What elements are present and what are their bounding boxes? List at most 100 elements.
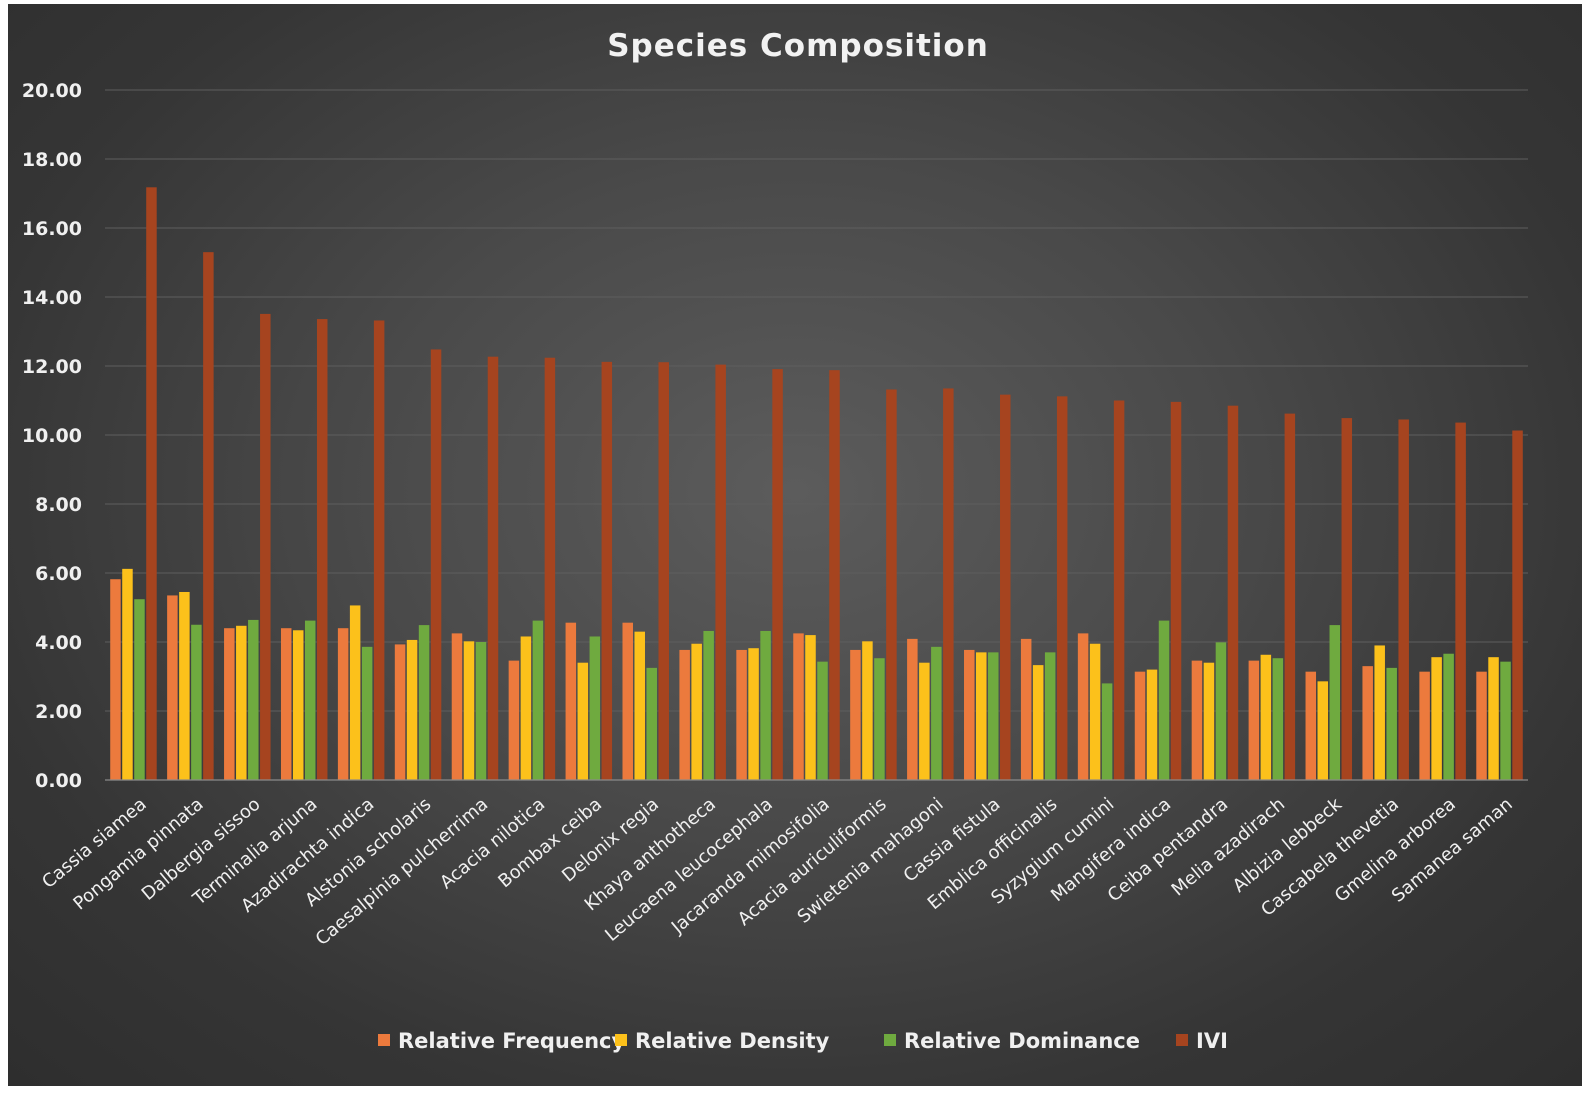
bar-ivi bbox=[373, 320, 385, 780]
bar-relative-density bbox=[976, 652, 987, 780]
bar-relative-dominance bbox=[1329, 625, 1341, 780]
bar-relative-density bbox=[122, 568, 133, 780]
bar-relative-density bbox=[1260, 654, 1272, 780]
bar-relative-frequency bbox=[280, 628, 292, 780]
bar-relative-dominance bbox=[931, 646, 942, 780]
bar-ivi bbox=[1227, 405, 1239, 780]
bar-relative-dominance bbox=[1215, 642, 1227, 780]
y-tick-label: 2.00 bbox=[35, 701, 82, 723]
bar-relative-frequency bbox=[679, 649, 690, 780]
y-tick-label: 20.00 bbox=[22, 80, 82, 102]
bar-ivi bbox=[146, 187, 157, 781]
y-tick-label: 4.00 bbox=[35, 632, 82, 654]
bar-relative-density bbox=[919, 662, 930, 780]
bar-relative-density bbox=[1317, 681, 1329, 780]
bar-ivi bbox=[943, 388, 954, 780]
bar-ivi bbox=[1512, 430, 1523, 780]
bar-relative-frequency bbox=[1077, 633, 1089, 781]
bar-relative-frequency bbox=[1419, 671, 1430, 780]
legend: Relative Frequency Relative Density Relati… bbox=[378, 1029, 1228, 1053]
bar-ivi bbox=[601, 361, 613, 780]
legend-label: Relative Dominance bbox=[904, 1029, 1140, 1053]
legend-swatch bbox=[884, 1034, 896, 1046]
bar-relative-dominance bbox=[589, 636, 601, 780]
bar-relative-density bbox=[634, 631, 645, 780]
bar-ivi bbox=[203, 252, 214, 780]
bar-relative-density bbox=[179, 591, 190, 780]
bar-relative-frequency bbox=[394, 644, 406, 780]
bar-relative-frequency bbox=[1191, 660, 1203, 780]
bar-relative-frequency bbox=[1362, 666, 1373, 780]
bar-relative-frequency bbox=[451, 633, 463, 781]
bar-relative-density bbox=[292, 630, 304, 780]
bar-ivi bbox=[1113, 400, 1125, 780]
bar-ivi bbox=[886, 389, 897, 780]
bar-relative-dominance bbox=[874, 658, 885, 780]
bar-relative-dominance bbox=[1158, 620, 1170, 780]
bar-relative-frequency bbox=[1305, 671, 1317, 780]
y-tick-label: 14.00 bbox=[22, 287, 82, 309]
legend-label: Relative Density bbox=[635, 1029, 830, 1053]
x-tick-label: Cassia fistula bbox=[900, 794, 1005, 887]
bar-relative-density bbox=[1146, 669, 1158, 780]
chart-area: Species Composition 0.00 2.00 4.00 6.00 8.00… bbox=[8, 4, 1582, 1086]
y-tick-label: 6.00 bbox=[35, 563, 82, 585]
chart-title: Species Composition bbox=[607, 28, 989, 64]
bar-ivi bbox=[487, 356, 499, 780]
bar-relative-dominance bbox=[1044, 652, 1056, 780]
y-tick-label: 16.00 bbox=[22, 218, 82, 240]
bar-relative-dominance bbox=[134, 599, 145, 780]
y-tick-label: 12.00 bbox=[22, 356, 82, 378]
bar-relative-frequency bbox=[793, 633, 804, 781]
bar-relative-dominance bbox=[1443, 653, 1454, 780]
bar-relative-density bbox=[1488, 657, 1499, 780]
y-tick-label: 8.00 bbox=[35, 494, 82, 516]
x-tick-label: Delonix regia bbox=[558, 794, 663, 887]
bar-relative-dominance bbox=[988, 652, 999, 780]
bar-relative-frequency bbox=[622, 622, 633, 780]
bar-relative-density bbox=[1374, 645, 1385, 780]
bar-relative-density bbox=[1203, 662, 1215, 780]
y-tick-label: 0.00 bbox=[35, 770, 82, 792]
bar-relative-density bbox=[748, 648, 759, 780]
bars bbox=[110, 187, 1523, 781]
bar-chart: Species Composition 0.00 2.00 4.00 6.00 8.00… bbox=[22, 28, 1528, 1053]
bar-relative-dominance bbox=[191, 624, 202, 780]
bar-relative-frequency bbox=[850, 649, 861, 780]
bar-ivi bbox=[658, 362, 669, 780]
bar-ivi bbox=[1455, 422, 1466, 780]
bar-ivi bbox=[1170, 401, 1182, 780]
bar-ivi bbox=[1000, 394, 1011, 780]
bar-relative-density bbox=[691, 643, 702, 780]
bar-relative-dominance bbox=[1500, 661, 1511, 780]
bar-relative-frequency bbox=[1020, 638, 1032, 780]
bar-relative-density bbox=[406, 639, 418, 780]
bar-ivi bbox=[430, 349, 442, 780]
bar-ivi bbox=[1341, 418, 1353, 780]
bar-relative-dominance bbox=[817, 661, 828, 780]
bar-relative-dominance bbox=[304, 620, 316, 780]
legend-swatch bbox=[1176, 1034, 1188, 1046]
bar-relative-frequency bbox=[736, 649, 747, 780]
bar-relative-density bbox=[520, 636, 532, 780]
bar-ivi bbox=[316, 319, 328, 780]
legend-swatch bbox=[615, 1034, 627, 1046]
legend-label: IVI bbox=[1196, 1029, 1228, 1053]
bar-relative-density bbox=[805, 635, 816, 780]
bar-relative-frequency bbox=[1248, 660, 1260, 780]
bar-relative-dominance bbox=[703, 630, 714, 780]
y-axis-tick-labels: 0.00 2.00 4.00 6.00 8.00 10.00 12.00 14.00 16.00… bbox=[22, 80, 82, 792]
bar-relative-density bbox=[1032, 665, 1044, 780]
bar-ivi bbox=[1284, 413, 1296, 780]
bar-relative-dominance bbox=[760, 630, 771, 780]
bar-relative-frequency bbox=[337, 628, 349, 780]
bar-relative-frequency bbox=[224, 628, 235, 780]
legend-swatch bbox=[378, 1034, 390, 1046]
bar-relative-dominance bbox=[646, 667, 657, 781]
bar-relative-dominance bbox=[1272, 658, 1284, 780]
bar-relative-dominance bbox=[475, 642, 487, 780]
bar-ivi bbox=[544, 357, 556, 780]
bar-relative-density bbox=[1431, 657, 1442, 780]
bar-relative-density bbox=[577, 662, 589, 780]
bar-relative-density bbox=[236, 625, 247, 780]
